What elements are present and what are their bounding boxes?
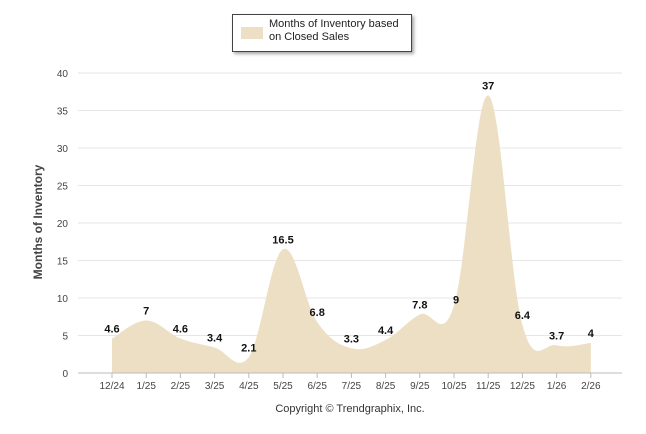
data-label: 6.8: [310, 307, 325, 319]
y-tick-label: 30: [57, 144, 69, 155]
data-label: 3.7: [549, 330, 564, 342]
data-label: 4.6: [173, 324, 188, 336]
y-tick-label: 35: [57, 107, 69, 118]
x-tick-label: 2/25: [171, 381, 191, 392]
x-tick-label: 9/25: [410, 381, 430, 392]
data-labels: 4.6 7 4.6 3.4 2.1 16.5 6.8 3.3 4.4 7.8 9 37 6.4 3.7 4: [104, 81, 594, 355]
x-tick-label: 8/25: [376, 381, 396, 392]
data-label: 3.4: [207, 333, 223, 345]
y-tick-label: 40: [57, 69, 69, 80]
data-label: 4.4: [378, 325, 394, 337]
x-tick-label: 1/26: [547, 381, 567, 392]
legend: Months of Inventory based on Closed Sale…: [232, 14, 412, 52]
x-tick-label: 5/25: [273, 381, 293, 392]
data-label: 4.6: [104, 324, 119, 336]
legend-swatch: [241, 27, 263, 39]
x-tick-label: 3/25: [205, 381, 225, 392]
x-tick-label: 1/25: [136, 381, 156, 392]
y-tick-label: 20: [57, 219, 69, 230]
data-label: 7: [143, 306, 149, 318]
x-axis-ticks: [111, 373, 592, 378]
data-label: 7.8: [412, 300, 427, 312]
y-tick-label: 25: [57, 182, 69, 193]
area-series: [112, 95, 591, 373]
y-axis-tick-labels: 0 5 10 15 20 25 30 35 40: [57, 69, 69, 380]
x-tick-label: 2/26: [581, 381, 601, 392]
data-label: 3.3: [344, 333, 359, 345]
x-axis-tick-labels: 12/24 1/25 2/25 3/25 4/25 5/25 6/25 7/25 8/25 9/2…: [99, 381, 600, 392]
x-tick-label: 6/25: [307, 381, 327, 392]
data-label: 9: [453, 295, 459, 307]
data-label: 4: [588, 328, 595, 340]
y-tick-label: 15: [57, 257, 69, 268]
x-tick-label: 7/25: [342, 381, 362, 392]
data-label: 6.4: [515, 310, 531, 322]
legend-label: Months of Inventory based on Closed Sale…: [269, 18, 399, 43]
y-tick-label: 5: [62, 332, 68, 343]
x-tick-label: 4/25: [239, 381, 259, 392]
y-tick-label: 0: [62, 369, 68, 380]
data-label: 2.1: [241, 342, 256, 354]
x-tick-label: 12/25: [510, 381, 535, 392]
copyright-footer: Copyright © Trendgraphix, Inc.: [275, 403, 424, 415]
y-tick-label: 10: [57, 294, 69, 305]
y-axis-label: Months of Inventory: [31, 164, 45, 279]
data-label: 37: [482, 81, 494, 93]
x-tick-label: 10/25: [441, 381, 466, 392]
x-tick-label: 11/25: [476, 381, 501, 392]
grid-lines: [78, 72, 622, 336]
x-tick-label: 12/24: [99, 381, 124, 392]
data-label: 16.5: [272, 234, 293, 246]
